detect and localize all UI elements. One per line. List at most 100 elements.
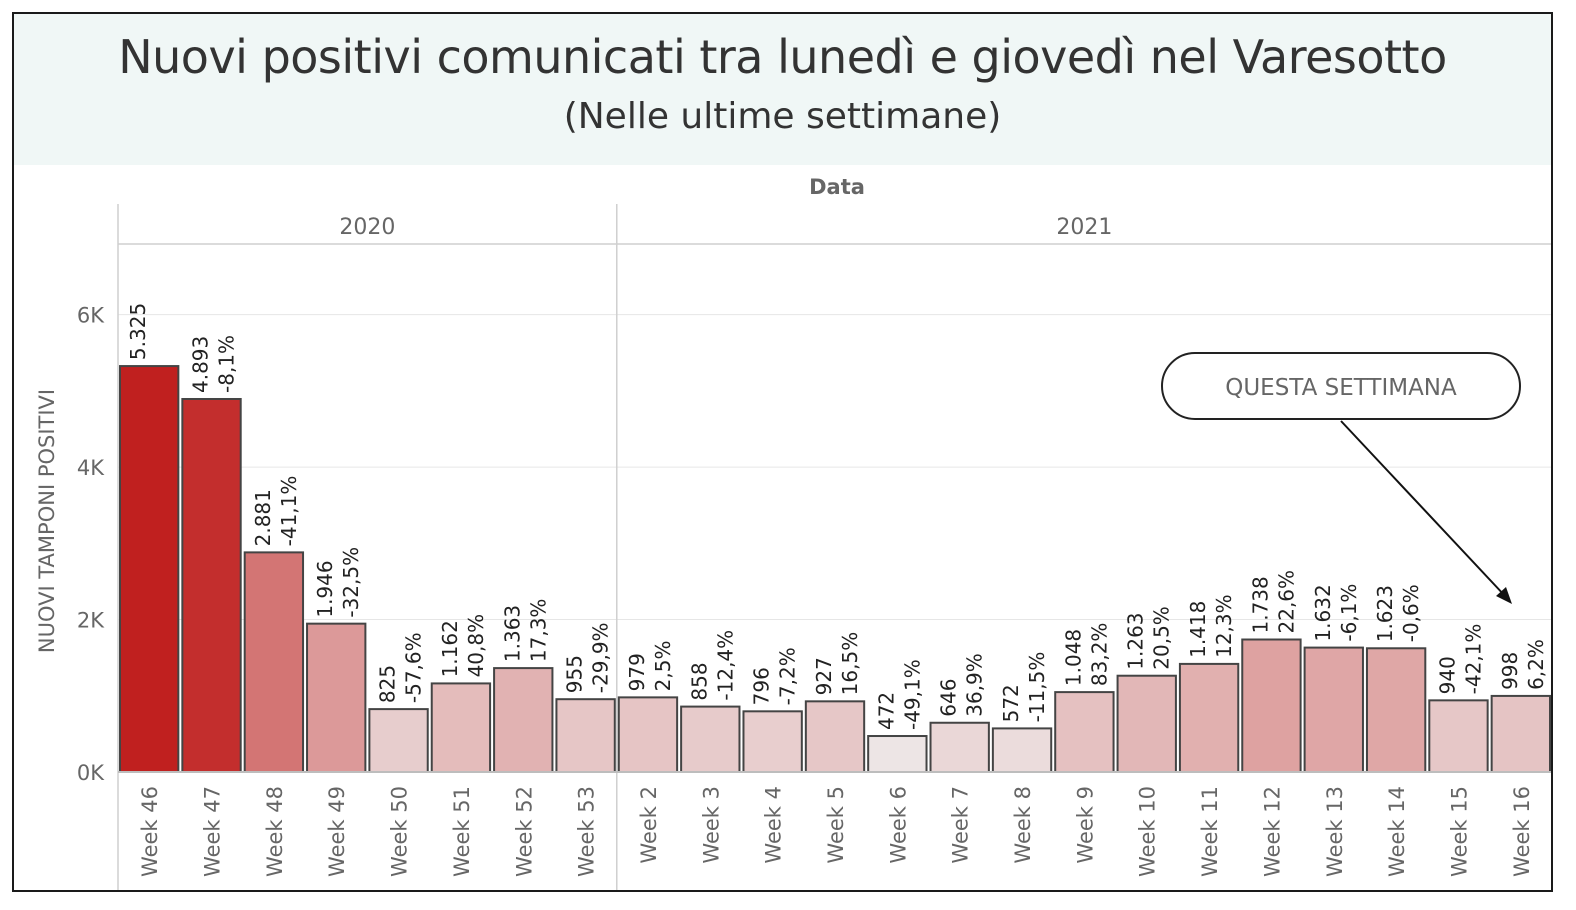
y-tick-label: 0K	[77, 761, 105, 785]
callout-arrow-line	[1340, 420, 1507, 598]
x-tick-label: Week 53	[575, 786, 599, 877]
bar-pct-change-label: 6,2%	[1524, 639, 1548, 690]
x-tick-label: Week 10	[1136, 786, 1160, 877]
bar	[1365, 647, 1427, 773]
bar-value-label: 1.738	[1248, 576, 1272, 633]
bar-value-label: 1.162	[438, 620, 462, 677]
bar-value-label: 646	[937, 679, 961, 717]
bar-pct-change-label: -6,1%	[1337, 584, 1361, 642]
y-tick-label: 6K	[77, 304, 105, 328]
callout-box	[1161, 352, 1521, 420]
x-tick-label: Week 49	[325, 786, 349, 877]
bar-value-label: 472	[874, 692, 898, 730]
y-axis-label: NUOVI TAMPONI POSITIVI	[35, 389, 59, 653]
bar	[368, 708, 429, 774]
bar-value-label: 858	[687, 662, 711, 700]
y-tick-label: 4K	[77, 456, 105, 480]
bar-pct-change-label: -32,5%	[339, 547, 363, 618]
year-header-label: 2021	[1056, 215, 1112, 240]
bar-pct-change-label: -11,5%	[1025, 652, 1049, 723]
x-tick-label: Week 8	[1011, 786, 1035, 864]
bar-value-label: 979	[625, 653, 649, 691]
bar-chart: Data 0K 2K 4K 6K NUOVI TAMPONI POSITIVI 2020 20…	[35, 175, 1551, 890]
y-tick-label: 2K	[77, 609, 105, 633]
x-tick-label: Week 7	[949, 786, 973, 864]
bar	[1303, 646, 1364, 773]
year-header-label: 2020	[339, 215, 395, 240]
bar-pct-change-label: -12,4%	[713, 630, 737, 701]
bar	[1054, 691, 1115, 774]
bar-value-label: 927	[812, 657, 836, 695]
x-tick-label: Week 14	[1385, 786, 1409, 877]
chart-title: Nuovi positivi comunicati tra lunedì e g…	[118, 30, 1447, 84]
bar-pct-change-label: 12,3%	[1212, 594, 1236, 658]
bar	[804, 700, 866, 774]
bar	[1428, 699, 1489, 774]
bar-value-label: 1.048	[1061, 629, 1085, 686]
bar	[119, 365, 180, 773]
bar	[1178, 662, 1240, 774]
x-tick-label: Week 12	[1260, 786, 1284, 877]
bar-value-label: 1.623	[1373, 585, 1397, 642]
bar	[306, 622, 367, 774]
bar-pct-change-label: -42,1%	[1461, 624, 1485, 695]
title-banner: Nuovi positivi comunicati tra lunedì e g…	[14, 14, 1551, 165]
bar-pct-change-label: -49,1%	[900, 659, 924, 730]
bar-value-label: 1.632	[1311, 584, 1335, 641]
bar	[742, 710, 803, 773]
x-tick-label: Week 9	[1073, 786, 1097, 864]
bar	[680, 705, 741, 773]
bar-value-label: 1.418	[1186, 601, 1210, 658]
bar-pct-change-label: -0,6%	[1399, 584, 1423, 642]
x-tick-label: Week 13	[1323, 786, 1347, 877]
x-tick-label: Week 5	[824, 786, 848, 864]
chart-frame: Nuovi positivi comunicati tra lunedì e g…	[12, 12, 1553, 892]
bar	[929, 721, 990, 774]
bar-pct-change-label: -29,9%	[589, 622, 613, 693]
bar	[617, 696, 679, 773]
bar-pct-change-label: 16,5%	[838, 632, 862, 696]
bar	[867, 735, 928, 774]
bar	[181, 397, 242, 773]
bar-value-label: 1.946	[313, 560, 337, 617]
x-tick-label: Week 15	[1447, 786, 1471, 877]
bar-value-label: 1.363	[500, 605, 524, 662]
bar	[1241, 638, 1302, 773]
bar-pct-change-label: 2,5%	[651, 641, 675, 692]
bar-value-label: 796	[750, 667, 774, 705]
x-tick-label: Week 11	[1198, 786, 1222, 877]
bar-value-label: 572	[999, 684, 1023, 722]
bar-pct-change-label: -57,6%	[402, 632, 426, 703]
bar-value-label: 955	[563, 655, 587, 693]
bar	[430, 682, 492, 774]
callout-arrowhead	[1496, 587, 1512, 604]
bar-value-label: 5.325	[126, 303, 150, 360]
bar-pct-change-label: 40,8%	[464, 614, 488, 678]
x-tick-label: Week 52	[512, 786, 536, 877]
bar-value-label: 4.893	[189, 336, 213, 393]
bar-value-label: 940	[1435, 656, 1459, 694]
x-tick-label: Week 16	[1510, 786, 1534, 877]
x-tick-label: Week 51	[450, 786, 474, 877]
bar-pct-change-label: -7,2%	[776, 647, 800, 705]
column-header-label: Data	[809, 175, 865, 199]
bar	[493, 667, 554, 774]
bar	[1490, 694, 1551, 774]
bar-pct-change-label: 36,9%	[963, 653, 987, 717]
x-tick-label: Week 50	[388, 786, 412, 877]
x-tick-label: Week 47	[201, 786, 225, 877]
x-tick-label: Week 6	[886, 786, 910, 864]
x-tick-label: Week 2	[637, 786, 661, 864]
chart-subtitle: (Nelle ultime settimane)	[563, 96, 1002, 137]
bar-pct-change-label: 83,2%	[1087, 623, 1111, 687]
callout-label: QUESTA SETTIMANA	[1225, 375, 1457, 401]
x-tick-label: Week 46	[138, 786, 162, 877]
bar	[1116, 674, 1177, 773]
bar-value-label: 998	[1498, 652, 1522, 690]
x-tick-label: Week 48	[263, 786, 287, 877]
bar	[991, 727, 1053, 774]
bar-pct-change-label: -8,1%	[215, 335, 239, 393]
bar-value-label: 825	[376, 665, 400, 703]
x-tick-label: Week 3	[699, 786, 723, 864]
bar	[243, 551, 305, 773]
